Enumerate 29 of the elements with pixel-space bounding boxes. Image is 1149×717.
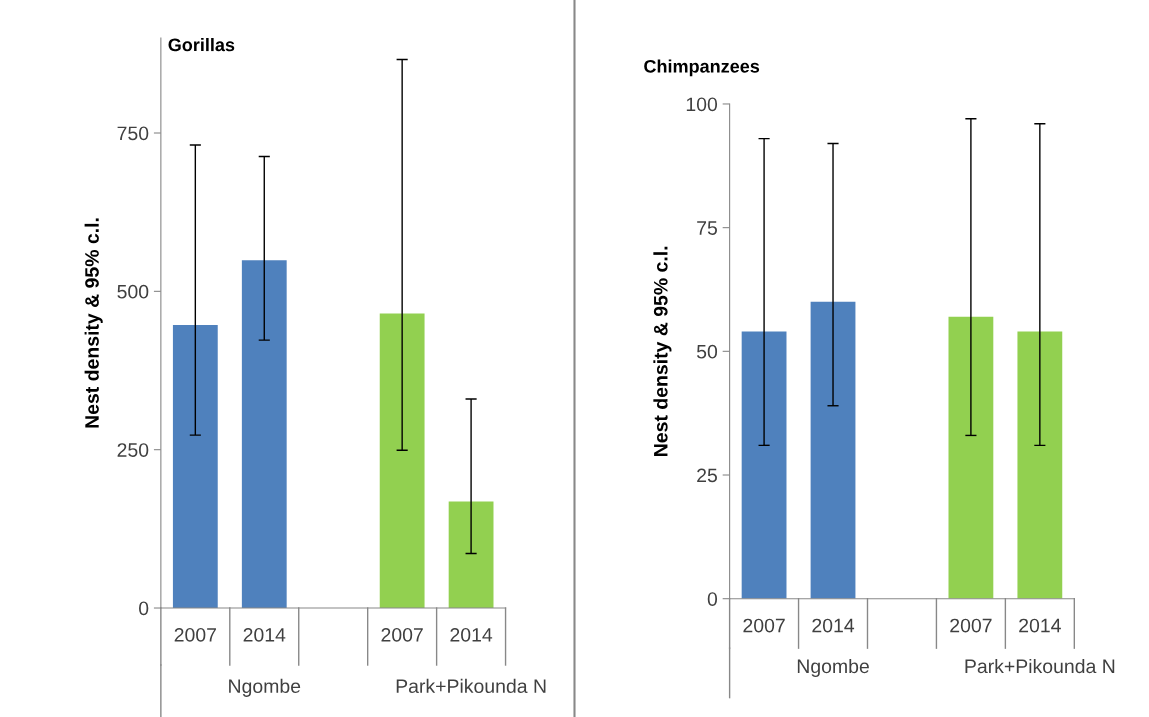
x-tick-label: 2014	[812, 618, 855, 633]
x-tick-label: 2014	[243, 627, 286, 642]
bar	[172, 324, 218, 609]
x-tick-label: 2007	[174, 627, 216, 642]
text: Park+Pikounda N	[396, 678, 546, 694]
text: Ngombe	[797, 658, 869, 678]
x-tick-label: 2007	[950, 618, 992, 633]
chart-title: Gorillas	[168, 38, 235, 52]
x-tick-label: 2007	[381, 627, 423, 642]
text: Ngombe	[229, 678, 301, 697]
y-axis-title: Nest density & 95% c.l.	[653, 246, 672, 456]
bar	[448, 501, 494, 609]
x-tick-label: 2007	[743, 618, 785, 633]
x-tick-label: 2014	[1019, 618, 1061, 633]
y-axis-title: Nest density & 95% c.l.	[84, 218, 103, 428]
y-tick-label: 25	[697, 468, 717, 483]
text: Park+Pikounda N	[965, 658, 1115, 674]
y-tick-label: 250	[117, 443, 149, 457]
y-tick-label: 100	[686, 97, 718, 112]
y-tick-label: 750	[117, 126, 149, 141]
chart-title: Chimpanzees	[644, 59, 760, 77]
bar	[241, 260, 287, 609]
y-tick-label: 50	[696, 344, 718, 359]
y-tick-label: 75	[697, 221, 717, 235]
y-tick-label: 500	[117, 284, 149, 299]
y-tick-label: 0	[707, 592, 718, 606]
y-tick-label: 0	[139, 601, 149, 616]
x-tick-label: 2014	[450, 627, 493, 642]
bar	[379, 313, 425, 609]
